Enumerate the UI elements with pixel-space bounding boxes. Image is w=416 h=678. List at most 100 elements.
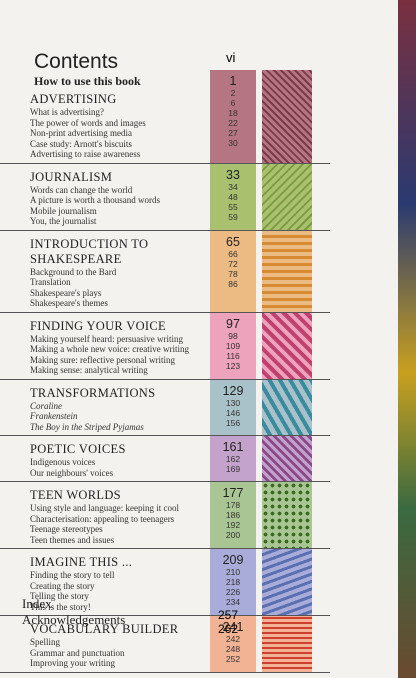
section-item: Translation <box>30 277 71 287</box>
item-page: 200 <box>225 530 241 540</box>
section: ADVERTISING What is advertising? The power… <box>0 70 330 164</box>
index-entry: Index <box>22 596 52 611</box>
pattern-strip <box>262 163 312 230</box>
section-title: IMAGINE THIS ... <box>30 555 133 569</box>
section-page: 241 <box>222 620 244 634</box>
item-page: 178 <box>225 500 241 510</box>
item-page: 248 <box>225 644 241 654</box>
ack-entry: Acknowledgements <box>22 612 126 627</box>
title: Contents <box>34 50 119 73</box>
pattern-strip <box>262 379 312 435</box>
section-page: 129 <box>222 383 244 398</box>
section-page: 1 <box>229 74 237 88</box>
pattern-strip <box>262 70 312 163</box>
item-page: 186 <box>225 510 241 520</box>
section-title: JOURNALISM <box>30 169 113 184</box>
item-page: 27 <box>228 128 238 138</box>
section-item: Indigenous voices <box>30 457 96 467</box>
item-page: 48 <box>228 191 238 202</box>
pattern-strip <box>262 482 312 548</box>
item-page: 192 <box>225 520 241 530</box>
item-page: 18 <box>228 108 238 118</box>
item-page: 78 <box>228 268 238 279</box>
section-pages: 129 130 146 156 <box>210 379 256 435</box>
section-text: TRANSFORMATIONS Coraline Frankenstein The B… <box>0 380 200 436</box>
item-page: 22 <box>228 118 238 128</box>
section: INTRODUCTION TO SHAKESPEARE Background to… <box>0 230 330 313</box>
section-item: Improving your writing <box>30 658 115 668</box>
item-page: 2 <box>230 88 236 98</box>
section-page: 33 <box>226 167 240 182</box>
section-title: VOCABULARY BUILDER <box>30 622 179 636</box>
intro-page: vi <box>226 50 236 65</box>
section-pages: 177 178 186 192 200 <box>210 482 256 548</box>
section-item: The Boy in the Striped Pyjamas <box>30 421 144 432</box>
section-text: IMAGINE THIS ... Finding the story to tel… <box>0 549 200 615</box>
section-title: TRANSFORMATIONS <box>30 385 156 400</box>
section-page: 209 <box>222 553 244 567</box>
item-page: 130 <box>225 397 241 408</box>
item-page: 30 <box>228 138 238 148</box>
section-item: Case study: Arnott's biscuits <box>30 138 132 149</box>
item-page: 59 <box>228 211 238 222</box>
section-item: Telling the story <box>30 591 89 601</box>
back-matter-pages: 257 262 <box>218 608 238 636</box>
section-title: POETIC VOICES <box>30 442 126 456</box>
section-item: Frankenstein <box>30 411 78 421</box>
section-text: INTRODUCTION TO SHAKESPEARE Background to… <box>0 231 200 312</box>
item-page: 146 <box>225 407 241 418</box>
section-item: What is advertising? <box>30 107 104 117</box>
section-item: Spelling <box>30 637 61 647</box>
item-page: 109 <box>225 340 241 351</box>
section-item: Making sense: analytical writing <box>30 365 148 375</box>
section-title: TEEN WORLDS <box>30 488 121 502</box>
section-item: Making a whole new voice: creative writi… <box>30 344 189 354</box>
section-page: 65 <box>226 234 240 249</box>
section-pages: 209 210 218 226 234 <box>210 549 256 615</box>
section-item: Coraline <box>30 400 63 411</box>
section-item: Background to the Bard <box>30 266 117 277</box>
section-page: 97 <box>226 316 240 331</box>
index-page: 257 <box>218 608 239 622</box>
section-page: 161 <box>222 440 244 454</box>
back-matter: Index Acknowledgements <box>22 596 125 628</box>
pattern-strip <box>262 616 312 672</box>
section-item: Making sure: reflective personal writing <box>30 354 175 365</box>
section-text: JOURNALISM Words can change the world A pi… <box>0 164 200 230</box>
section: VOCABULARY BUILDER Spelling Grammar and pu… <box>0 616 330 673</box>
section-item: You, the journalist <box>30 216 97 226</box>
section-text: ADVERTISING What is advertising? The power… <box>0 70 200 163</box>
section: JOURNALISM Words can change the world A pi… <box>0 163 330 231</box>
item-page: 234 <box>225 597 241 607</box>
section-text: VOCABULARY BUILDER Spelling Grammar and pu… <box>0 616 200 672</box>
section: TRANSFORMATIONS Coraline Frankenstein The B… <box>0 379 330 436</box>
section-title: INTRODUCTION TO SHAKESPEARE <box>30 236 149 266</box>
item-page: 226 <box>225 587 241 597</box>
item-page: 116 <box>226 350 240 361</box>
section-item: Using style and language: keeping it coo… <box>30 503 179 513</box>
section-item: Finding the story to tell <box>30 570 115 580</box>
section: IMAGINE THIS ... Finding the story to tel… <box>0 549 330 616</box>
item-page: 72 <box>228 258 238 269</box>
section-pages: 1 2 6 18 22 27 30 <box>210 70 256 163</box>
section-item: Teenage stereotypes <box>30 524 103 534</box>
item-page: 55 <box>228 201 238 212</box>
section: FINDING YOUR VOICE Making yourself heard:… <box>0 312 330 380</box>
section-item: Teen themes and issues <box>30 534 115 545</box>
section-page: 177 <box>222 486 244 500</box>
section: POETIC VOICES Indigenous voices Our neighb… <box>0 436 330 482</box>
section-item: The power of words and images <box>30 117 146 128</box>
item-page: 162 <box>225 454 241 464</box>
item-page: 169 <box>225 464 241 474</box>
section-item: Shakespeare's themes <box>30 298 108 308</box>
section-pages: 161 162 169 <box>210 436 256 481</box>
section-pages: 241 242 248 252 <box>210 616 256 672</box>
section-text: POETIC VOICES Indigenous voices Our neighb… <box>0 436 200 481</box>
section-item: A picture is worth a thousand words <box>30 195 160 205</box>
item-page: 123 <box>225 360 241 371</box>
section-item: Advertising to raise awareness <box>30 149 141 159</box>
section-text: FINDING YOUR VOICE Making yourself heard:… <box>0 313 200 379</box>
pattern-strip <box>262 436 312 481</box>
item-page: 252 <box>225 654 241 664</box>
item-page: 6 <box>230 98 236 108</box>
